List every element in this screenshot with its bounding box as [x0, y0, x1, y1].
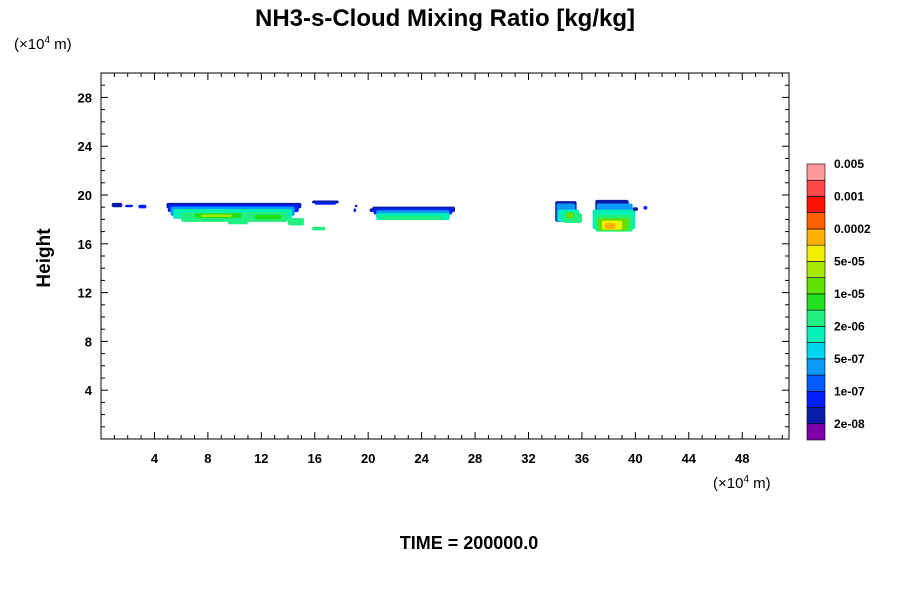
cloud-cell — [312, 226, 326, 231]
x-tick-label: 32 — [521, 451, 535, 466]
colorbar-swatch — [806, 358, 826, 376]
colorbar-swatch — [806, 423, 826, 441]
colorbar-label: 1e-07 — [834, 384, 865, 398]
colorbar-swatch — [806, 261, 826, 278]
y-tick-label: 8 — [85, 334, 92, 349]
cloud-cell — [227, 219, 248, 225]
colorbar-swatch — [806, 326, 826, 343]
colorbar-label: 0.0002 — [834, 222, 871, 236]
cloud-cell — [201, 214, 232, 217]
colorbar-swatch — [806, 407, 826, 425]
y-axis: 4 8 12 16 20 24 28 — [78, 84, 789, 428]
x-tick-label: 8 — [204, 451, 211, 466]
cloud-cell — [314, 202, 337, 205]
x-tick-label: 28 — [468, 451, 482, 466]
x-tick-label: 12 — [254, 451, 268, 466]
y-tick-label: 16 — [78, 237, 92, 252]
colorbar-label: 5e-05 — [834, 254, 865, 268]
colorbar-swatch — [806, 196, 826, 214]
y-tick-label: 24 — [78, 139, 93, 154]
x-axis: 4 8 12 16 20 24 28 32 36 40 44 48 — [113, 73, 783, 466]
cloud-cell — [125, 204, 134, 208]
cloud-cell — [643, 205, 648, 210]
cloud-cell — [381, 215, 442, 221]
colorbar-swatch — [806, 179, 826, 197]
colorbar-swatch — [806, 212, 826, 230]
y-axis-unit: (×104 m) — [14, 35, 72, 53]
cloud-cell — [632, 207, 639, 211]
cloud-cell — [565, 212, 574, 219]
colorbar: 2e-08 1e-07 5e-07 2e-06 1e-05 5e-05 0.0002 0.00… — [806, 157, 871, 441]
x-tick-label: 20 — [361, 451, 375, 466]
x-tick-label: 36 — [575, 451, 589, 466]
cloud-cell — [604, 223, 616, 230]
x-tick-label: 44 — [682, 451, 697, 466]
colorbar-label: 2e-06 — [834, 319, 865, 333]
cloud-cell — [111, 202, 123, 208]
colorbar-swatch — [806, 244, 826, 262]
colorbar-swatch — [806, 309, 826, 327]
colorbar-label: 0.005 — [834, 157, 864, 171]
y-tick-label: 28 — [78, 90, 92, 105]
y-tick-label: 4 — [85, 383, 93, 398]
cloud-cell — [369, 208, 374, 213]
colorbar-swatch — [806, 390, 826, 408]
colorbar-swatch — [806, 342, 826, 360]
colorbar-label: 5e-07 — [834, 352, 865, 366]
x-tick-label: 48 — [735, 451, 749, 466]
cloud-field — [111, 199, 648, 232]
colorbar-label: 1e-05 — [834, 287, 865, 301]
colorbar-label: 0.001 — [834, 189, 864, 203]
cloud-cell — [354, 204, 358, 208]
x-tick-label: 24 — [414, 451, 429, 466]
x-axis-unit: (×104 m) — [713, 474, 771, 492]
cloud-cell — [353, 208, 357, 213]
colorbar-swatch — [806, 374, 826, 392]
colorbar-swatch — [806, 277, 826, 295]
cloud-cell — [288, 218, 305, 226]
time-label: TIME = 200000.0 — [400, 533, 539, 553]
plot-frame — [100, 72, 790, 440]
x-tick-label: 40 — [628, 451, 642, 466]
x-tick-label: 16 — [308, 451, 322, 466]
chart-title: NH3-s-Cloud Mixing Ratio [kg/kg] — [255, 5, 635, 32]
colorbar-swatch — [806, 228, 826, 246]
y-axis-label: Height — [34, 228, 55, 288]
y-tick-label: 20 — [78, 188, 92, 203]
y-tick-label: 12 — [78, 286, 92, 301]
cloud-cell — [254, 214, 282, 220]
colorbar-label: 2e-08 — [834, 417, 865, 431]
colorbar-swatch — [806, 163, 826, 181]
cloud-cell — [138, 204, 147, 209]
x-tick-label: 4 — [151, 451, 159, 466]
colorbar-swatch — [806, 293, 826, 311]
